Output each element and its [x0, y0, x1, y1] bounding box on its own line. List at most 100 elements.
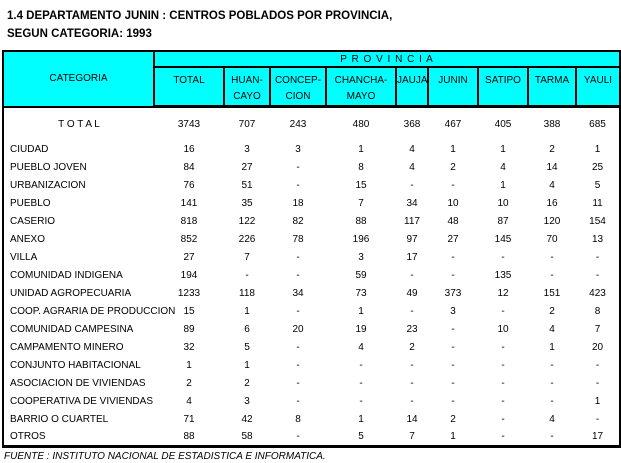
value-cell: -: [451, 342, 455, 353]
category-cell: ANEXO: [10, 234, 46, 245]
value-cell: 16: [183, 144, 195, 155]
value-cell: -: [595, 414, 600, 425]
value-cell: 4: [549, 180, 555, 191]
value-cell: 196: [352, 234, 370, 245]
table-row: BARRIO O CUARTEL 71 42 8 1 14 2 - 4 -: [3, 411, 620, 429]
value-cell: -: [550, 270, 554, 281]
column-header: JAUJA: [395, 66, 429, 108]
value-cell: 8: [594, 306, 601, 317]
value-cell: -: [296, 252, 300, 263]
category-cell: CONJUNTO HABITACIONAL: [10, 360, 141, 371]
value-cell: 71: [183, 414, 195, 425]
value-cell: 1233: [177, 288, 201, 299]
statistics-table: CATEGORIA P R O V I N C I A TOTAL HUAN- C…: [2, 50, 621, 448]
table-row: CASERIO 818 122 82 88 117 48 87 120 154: [3, 213, 620, 231]
table-row: CIUDAD 16 3 3 1 4 1 1 2 1: [3, 141, 620, 159]
column-header: CHANCHA- MAYO: [325, 66, 397, 108]
value-cell: 4: [358, 342, 364, 353]
table-row: PUEBLO 141 35 18 7 34 10 10 16 11: [3, 195, 620, 213]
category-cell: T O T A L: [58, 118, 100, 130]
value-cell: 7: [409, 431, 415, 443]
value-cell: -: [451, 324, 455, 335]
value-cell: 4: [549, 324, 555, 335]
value-cell: 48: [447, 216, 459, 227]
value-cell: -: [501, 378, 505, 389]
value-cell: 32: [183, 342, 195, 353]
value-cell: 10: [447, 198, 459, 209]
value-cell: -: [595, 252, 600, 263]
value-cell: -: [296, 378, 300, 389]
value-cell: 1: [358, 414, 364, 425]
value-cell: 58: [241, 431, 253, 443]
table-row: ASOCIACION DE VIVIENDAS 2 2 - - - - - - -: [3, 375, 620, 393]
title-line-1: 1.4 DEPARTAMENTO JUNIN : CENTROS POBLADO…: [7, 10, 393, 22]
value-cell: 16: [546, 198, 558, 209]
value-cell: -: [410, 360, 414, 371]
value-cell: -: [595, 360, 600, 371]
value-cell: 3: [295, 144, 301, 155]
header-row-province: CATEGORIA P R O V I N C I A: [2, 50, 621, 108]
value-cell: 4: [549, 414, 555, 425]
page-title: 1.4 DEPARTAMENTO JUNIN : CENTROS POBLADO…: [0, 0, 621, 43]
value-cell: 6: [244, 324, 250, 335]
province-group-header: P R O V I N C I A: [152, 50, 621, 68]
value-cell: 17: [591, 431, 604, 443]
value-cell: 89: [183, 324, 195, 335]
value-cell: -: [550, 360, 554, 371]
value-cell: 243: [289, 118, 307, 130]
value-cell: 35: [241, 198, 253, 209]
value-cell: -: [451, 270, 455, 281]
value-cell: 2: [186, 378, 192, 389]
value-cell: 11: [592, 198, 603, 209]
column-header: HUAN- CAYO: [223, 66, 271, 108]
value-cell: 34: [292, 288, 304, 299]
value-cell: 1: [244, 360, 250, 371]
value-cell: 852: [180, 234, 198, 245]
value-cell: 423: [589, 288, 606, 299]
value-cell: 226: [238, 234, 256, 245]
value-cell: 1: [549, 342, 555, 353]
value-cell: 20: [292, 324, 304, 335]
value-cell: 27: [447, 234, 459, 245]
category-cell: COMUNIDAD CAMPESINA: [10, 324, 134, 335]
table-row: COOP. AGRARIA DE PRODUCCION 15 1 - 1 - 3 - 2 8: [3, 303, 620, 321]
value-cell: 70: [546, 234, 558, 245]
value-cell: 118: [239, 288, 255, 299]
category-cell: CAMPAMENTO MINERO: [10, 342, 124, 353]
value-cell: 3: [244, 396, 250, 407]
value-cell: 1: [186, 360, 192, 371]
value-cell: 1: [594, 144, 601, 155]
value-cell: -: [296, 396, 300, 407]
value-cell: 3: [358, 252, 364, 263]
value-cell: 2: [450, 414, 456, 425]
value-cell: -: [501, 414, 505, 425]
column-header: TOTAL: [153, 66, 225, 108]
value-cell: 15: [183, 306, 195, 317]
value-cell: -: [550, 252, 554, 263]
value-cell: 59: [355, 270, 367, 281]
value-cell: 5: [244, 342, 250, 353]
value-cell: 27: [183, 252, 195, 263]
value-cell: -: [550, 396, 554, 407]
value-cell: -: [501, 306, 505, 317]
value-cell: 19: [355, 324, 367, 335]
category-cell: COMUNIDAD INDIGENA: [10, 270, 123, 281]
value-cell: 10: [497, 324, 509, 335]
column-header: SATIPO: [477, 66, 529, 108]
value-cell: 97: [406, 234, 418, 245]
value-cell: 120: [543, 216, 561, 227]
column-header: JUNIN: [427, 66, 479, 108]
value-cell: 76: [183, 180, 195, 191]
value-cell: 88: [355, 216, 367, 227]
value-cell: -: [296, 431, 300, 443]
value-cell: 7: [358, 198, 364, 209]
value-cell: 7: [244, 252, 250, 263]
value-cell: 42: [241, 414, 253, 425]
value-cell: 8: [358, 162, 364, 173]
value-cell: 3: [450, 306, 456, 317]
value-cell: 368: [403, 118, 421, 130]
category-cell: ASOCIACION DE VIVIENDAS: [10, 378, 146, 389]
value-cell: 154: [589, 216, 606, 227]
value-cell: 117: [404, 216, 420, 227]
